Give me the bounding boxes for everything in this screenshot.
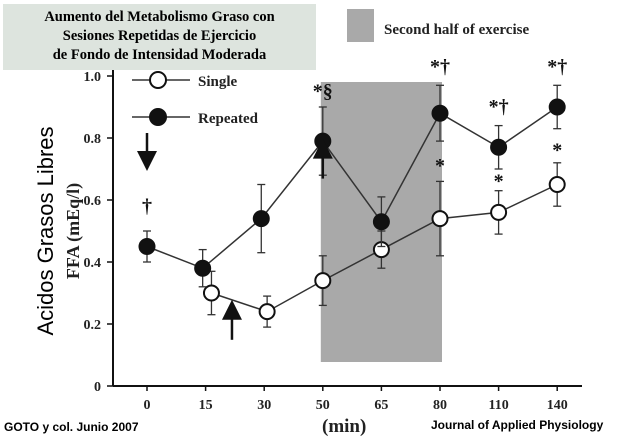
significance-marker: *† [489, 96, 509, 118]
x-tick-label: 50 [316, 398, 330, 413]
data-point [194, 259, 212, 277]
data-point [314, 272, 332, 290]
x-tick-label: 0 [144, 398, 151, 413]
annotation-layer: † *§ *† * *† * *† * [137, 56, 567, 340]
series-repeated [138, 84, 566, 288]
y-tick-label: 0 [94, 380, 101, 395]
title-line-3: de Fondo de Intensidad Moderada [52, 47, 267, 63]
chart-title-box: Aumento del Metabolismo Graso con Sesion… [3, 4, 316, 70]
y-tick-label: 0.8 [84, 132, 102, 147]
chart-legend: Single Repeated [132, 71, 259, 127]
x-tick-label: 110 [488, 398, 508, 413]
y-tick-label: 0.4 [84, 256, 102, 271]
data-point [431, 210, 449, 228]
arrow-down-icon [137, 133, 157, 171]
chart-axes: 0 0.2 0.4 0.6 0.8 1.0 0 15 30 50 65 80 110 140 [84, 70, 582, 413]
significance-marker: *§ [313, 81, 333, 103]
arrow-head [312, 138, 333, 159]
arrow-head [137, 151, 157, 171]
series-line [146, 106, 558, 270]
x-tick-label: 80 [433, 398, 447, 413]
legend-label: Single [198, 74, 238, 90]
data-point [490, 203, 508, 221]
x-axis-label: (min) [322, 416, 366, 437]
data-point [258, 303, 276, 321]
series-single [202, 162, 566, 328]
legend-marker [149, 108, 167, 126]
title-line-2: Sesiones Repetidas de Ejercicio [62, 28, 257, 44]
y-tick-label: 0.6 [84, 194, 102, 209]
journal-name: Journal of Applied Physiology [431, 418, 604, 432]
significance-marker: * [552, 140, 562, 162]
legend-marker [149, 71, 167, 89]
legend-label: Repeated [198, 111, 259, 127]
data-point [548, 98, 566, 116]
significance-marker: * [494, 171, 504, 193]
y-axis-label: FFA (mEq/l) [63, 183, 84, 279]
x-tick-label: 140 [547, 398, 568, 413]
data-point [372, 213, 390, 231]
significance-marker: *† [430, 56, 450, 78]
significance-marker: *† [547, 56, 567, 78]
x-tick-label: 30 [257, 398, 271, 413]
arrow-up-icon [221, 299, 242, 340]
arrow-head [221, 299, 242, 320]
y-tick-label: 1.0 [84, 70, 102, 85]
data-point [490, 138, 508, 156]
y-axis-label-spanish: Acidos Grasos Libres [33, 126, 58, 335]
series-layer [138, 84, 566, 328]
shaded-region-legend-swatch [347, 9, 374, 42]
source-credit: GOTO y col. Junio 2007 [4, 420, 139, 434]
data-point [431, 104, 449, 122]
shaded-region-label: Second half of exercise [384, 22, 529, 38]
data-point [138, 238, 156, 255]
arrow-up-icon [312, 138, 333, 179]
title-line-1: Aumento del Metabolismo Graso con [44, 9, 275, 25]
y-tick-label: 0.2 [84, 318, 102, 333]
data-point [202, 284, 220, 302]
data-point [252, 210, 270, 228]
x-tick-label: 15 [199, 398, 213, 413]
data-point [548, 176, 566, 193]
significance-marker: * [435, 155, 445, 177]
x-tick-label: 65 [374, 398, 388, 413]
significance-marker: † [142, 195, 152, 217]
